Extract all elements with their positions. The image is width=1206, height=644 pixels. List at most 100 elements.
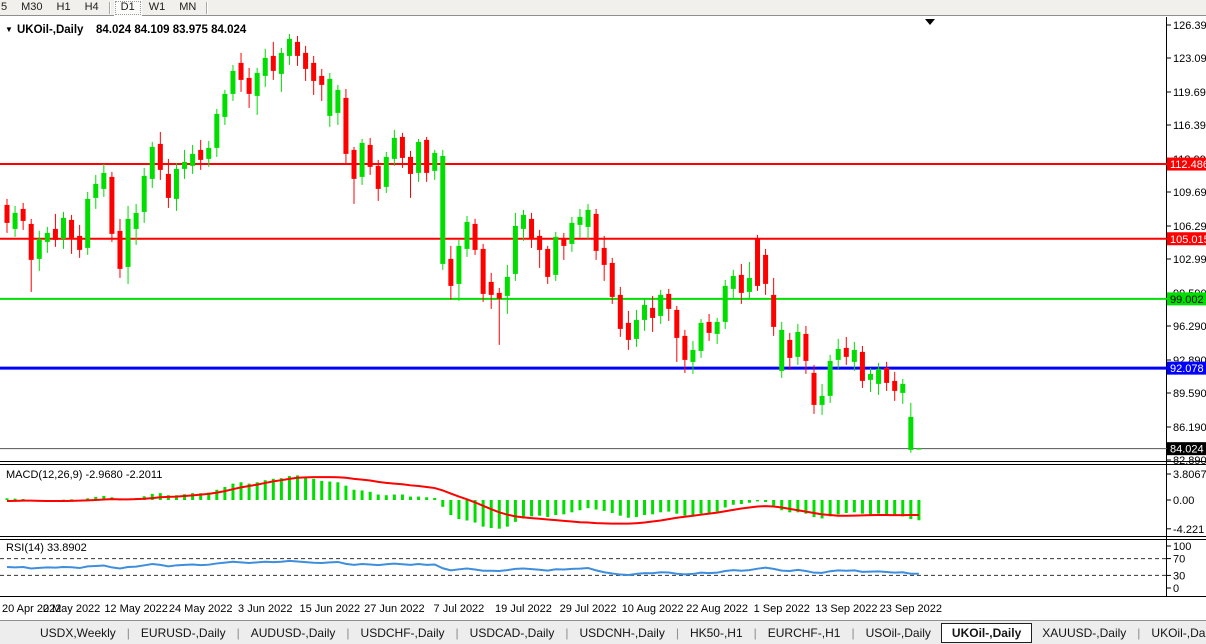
candle-body <box>391 137 397 159</box>
price-tag-label: 105.015 <box>1170 234 1206 246</box>
macd-histogram-bar <box>796 500 800 513</box>
tab-usdcad-daily[interactable]: USDCAD-,Daily <box>469 625 555 640</box>
candle-body <box>214 113 220 148</box>
tab-eurchf-h1[interactable]: EURCHF-,H1 <box>767 625 841 640</box>
date-axis-label: 13 Sep 2022 <box>815 603 877 615</box>
candle-body <box>569 222 575 244</box>
macd-histogram-bar <box>699 500 703 514</box>
macd-histogram-bar <box>150 493 154 500</box>
timeframe-button-mn[interactable]: MN <box>179 0 197 13</box>
macd-histogram-bar <box>812 500 816 518</box>
candle-body <box>779 329 785 371</box>
candle-body <box>286 38 292 56</box>
macd-histogram-bar <box>296 475 300 500</box>
tab-hk50-h1[interactable]: HK50-,H1 <box>689 625 743 640</box>
macd-histogram-bar <box>368 491 372 500</box>
candle-body <box>149 146 155 179</box>
macd-histogram-bar <box>505 500 509 527</box>
candle-body <box>763 254 769 284</box>
tab-separator: | <box>236 625 240 640</box>
macd-histogram-bar <box>610 500 614 513</box>
candle-body <box>117 230 123 269</box>
candle-body <box>666 293 672 309</box>
candle-body <box>674 309 680 338</box>
candle-body <box>658 294 664 316</box>
candle-body <box>520 214 526 229</box>
candle-body <box>650 307 656 318</box>
macd-histogram-bar <box>877 500 881 514</box>
candle-body <box>738 274 744 293</box>
tab-usdx-weekly[interactable]: USDX,Weekly <box>40 625 116 640</box>
timeframe-button-d1[interactable]: D1 <box>113 0 142 16</box>
tab-eurusd-daily[interactable]: EURUSD-,Daily <box>140 625 226 640</box>
candle-body <box>93 183 99 198</box>
macd-histogram-bar <box>360 490 364 500</box>
tab-usdchf-daily[interactable]: USDCHF-,Daily <box>360 625 445 640</box>
tab-usoil-daily[interactable]: USOil-,Daily <box>865 625 931 640</box>
tab-separator: | <box>126 625 130 640</box>
macd-histogram-bar <box>376 494 380 500</box>
macd-histogram-bar <box>231 483 235 500</box>
rsi-line <box>6 559 919 576</box>
candle-body <box>706 321 712 333</box>
timeframe-button-5[interactable]: 5 <box>1 0 8 13</box>
macd-histogram-bar <box>13 498 17 500</box>
toolbar-separator <box>108 1 111 14</box>
collapse-icon[interactable]: ▼ <box>5 25 13 34</box>
candle-body <box>109 176 115 234</box>
candle-body <box>553 236 559 275</box>
candle-body <box>512 225 518 274</box>
macd-histogram-bar <box>352 489 356 500</box>
candle-body <box>52 228 58 240</box>
date-axis-label: 22 Aug 2022 <box>686 603 748 615</box>
chart-shift-marker-icon[interactable] <box>925 19 935 25</box>
macd-histogram-bar <box>449 500 453 516</box>
candle-body <box>77 235 83 250</box>
macd-histogram-bar <box>215 489 219 500</box>
macd-histogram-bar <box>21 498 25 500</box>
tab-ukoil-da[interactable]: UKOil-,Da <box>1151 625 1206 640</box>
tab-usdcnh-daily[interactable]: USDCNH-,Daily <box>579 625 665 640</box>
date-axis-label: 3 Jun 2022 <box>238 603 292 615</box>
macd-histogram-bar <box>344 485 348 500</box>
candle-body <box>617 294 623 329</box>
date-axis-label: 10 Aug 2022 <box>622 603 684 615</box>
macd-histogram-bar <box>384 495 388 500</box>
candle-body <box>20 208 26 221</box>
candle-body <box>787 339 793 358</box>
macd-histogram-bar <box>618 500 622 516</box>
candle-body <box>827 360 833 396</box>
rsi-label: RSI(14) 33.8902 <box>6 542 87 554</box>
tab-xauusd-daily[interactable]: XAUUSD-,Daily <box>1042 625 1127 640</box>
chart-area[interactable]: 126.390123.090119.690116.390112.990109.6… <box>0 17 1206 620</box>
candle-body <box>488 281 494 295</box>
candle-body <box>585 209 591 227</box>
timeframe-button-m30[interactable]: M30 <box>21 0 43 13</box>
candle-body <box>867 373 873 380</box>
date-axis-label: 7 Jul 2022 <box>434 603 485 615</box>
candle-body <box>12 212 18 229</box>
macd-histogram-bar <box>772 500 776 506</box>
macd-histogram-bar <box>183 494 187 500</box>
candle-body <box>190 153 196 166</box>
macd-histogram-bar <box>489 500 493 529</box>
tab-audusd-daily[interactable]: AUDUSD-,Daily <box>250 625 336 640</box>
tab-separator: | <box>753 625 757 640</box>
candle-body <box>900 383 906 393</box>
price-tag <box>1167 292 1206 306</box>
timeframe-toolbar: 5 M30 H1 H4 D1 W1 MN <box>0 0 1206 16</box>
tab-ukoil-daily[interactable]: UKOil-,Daily <box>940 622 1033 643</box>
rsi-axis-label: 0 <box>1173 583 1179 595</box>
candle-body <box>424 139 430 173</box>
candle-body <box>843 347 849 357</box>
price-axis-label: 102.990 <box>1173 254 1206 266</box>
macd-histogram-bar <box>893 500 897 516</box>
timeframe-button-h4[interactable]: H4 <box>84 0 99 13</box>
candle-body <box>795 331 801 357</box>
macd-histogram-bar <box>174 495 178 500</box>
timeframe-button-w1[interactable]: W1 <box>148 0 166 13</box>
candle-body <box>698 322 704 351</box>
timeframe-button-h1[interactable]: H1 <box>56 0 71 13</box>
macd-histogram-bar <box>836 500 840 515</box>
macd-histogram-bar <box>546 500 550 518</box>
